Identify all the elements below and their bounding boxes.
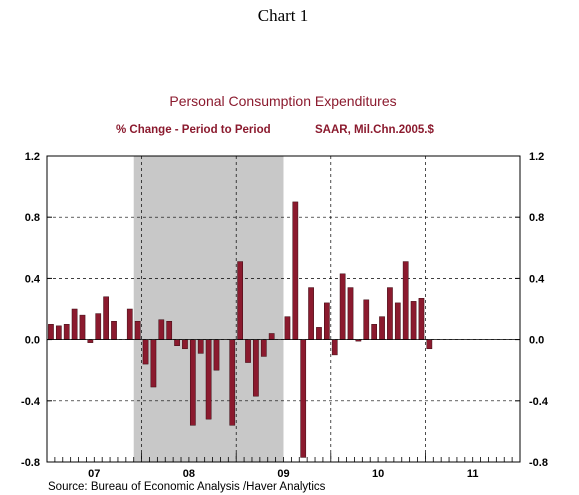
bar: [387, 287, 393, 340]
bar: [347, 287, 354, 340]
bar: [111, 320, 117, 340]
y-tick-label-left: 0.8: [25, 212, 40, 224]
bar: [134, 320, 141, 340]
bar: [339, 273, 346, 340]
bar: [174, 339, 180, 346]
bar: [150, 339, 157, 388]
bar: [48, 324, 54, 340]
chart-subtitle-left: % Change - Period to Period: [116, 124, 271, 136]
bar: [229, 339, 236, 426]
bar: [260, 339, 267, 357]
bar: [197, 339, 204, 354]
bar: [205, 339, 212, 420]
y-tick-label-right: -0.4: [529, 396, 549, 408]
x-tick-label: 11: [467, 468, 479, 480]
bar: [63, 324, 70, 340]
bar: [300, 339, 307, 458]
bar: [402, 261, 409, 340]
y-tick-label-right: 0.8: [529, 212, 544, 224]
bar: [189, 339, 196, 426]
bar: [371, 324, 378, 340]
bar: [308, 287, 314, 340]
bar: [292, 201, 299, 340]
bar: [331, 339, 338, 356]
y-tick-label-left: -0.4: [21, 396, 41, 408]
bar: [166, 320, 173, 340]
bar: [95, 313, 102, 340]
bar: [418, 298, 425, 340]
chart-title: Personal Consumption Expenditures: [169, 93, 396, 109]
bar: [268, 333, 275, 340]
y-tick-label-left: -0.8: [21, 457, 40, 469]
x-tick-label: 09: [277, 468, 289, 480]
bar: [87, 339, 94, 343]
bar: [426, 339, 433, 350]
bar: [142, 339, 149, 365]
x-tick-label: 07: [88, 468, 100, 480]
bar: [71, 308, 78, 340]
bar: [245, 339, 251, 363]
bar: [316, 327, 322, 340]
plot-area: 1.2 1.2 0.8 0.8 0.4 0.4 0.0 0.0 -0.4 -0.4 -0.8 -0.8…: [21, 151, 549, 480]
bar: [213, 339, 220, 371]
bar: [79, 314, 86, 340]
bar: [379, 316, 385, 340]
bar: [158, 319, 165, 340]
x-tick-label: 08: [183, 468, 195, 480]
chart-subtitle-right: SAAR, Mil.Chn.2005.$: [315, 124, 434, 136]
bar: [237, 261, 243, 340]
y-tick-label-right: 1.2: [529, 151, 544, 163]
x-tick-label: 10: [372, 468, 384, 480]
bar: [284, 316, 291, 340]
y-tick-label-right: -0.8: [529, 457, 548, 469]
bar: [253, 339, 259, 397]
y-tick-label-right: 0.4: [529, 273, 545, 285]
y-tick-label-right: 0.0: [529, 335, 544, 347]
bar: [324, 302, 330, 340]
bar: [103, 296, 109, 340]
bar: [410, 301, 417, 340]
page-heading: Chart 1: [258, 6, 309, 25]
bar: [55, 325, 62, 340]
bar: [394, 302, 401, 340]
bar: [126, 308, 133, 340]
bar: [182, 339, 188, 350]
source-note: Source: Bureau of Economic Analysis /Hav…: [48, 481, 326, 493]
y-tick-label-left: 1.2: [25, 151, 40, 163]
y-tick-label-left: 0.4: [25, 273, 41, 285]
y-tick-label-left: 0.0: [25, 335, 40, 347]
bar: [363, 299, 370, 340]
